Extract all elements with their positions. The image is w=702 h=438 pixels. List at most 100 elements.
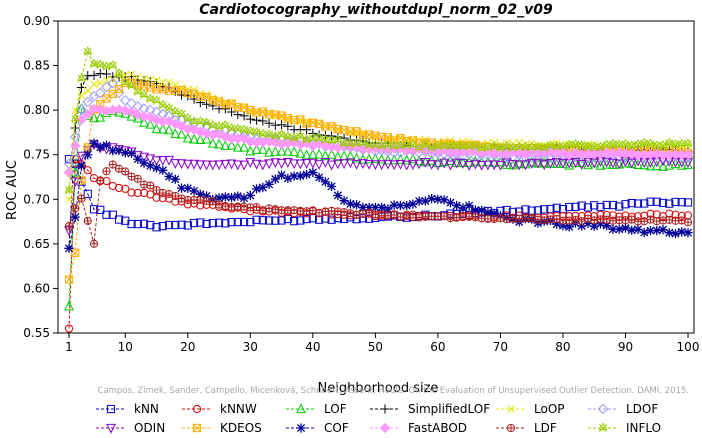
data-point-lof	[182, 132, 193, 143]
data-point-cof	[195, 189, 205, 199]
data-point-cof	[427, 194, 437, 204]
data-point-knnw	[139, 188, 149, 198]
data-point-ldof	[94, 87, 106, 99]
data-point-lof	[232, 141, 243, 152]
data-point-inflo	[327, 135, 337, 145]
legend-item-ldof: LDOF	[588, 402, 658, 416]
data-point-cof	[377, 202, 387, 213]
legend-item-knn: kNN	[96, 402, 159, 416]
data-point-inflo	[345, 138, 355, 148]
data-point-lof	[314, 148, 325, 159]
data-point-knnw	[114, 183, 124, 193]
data-point-loop	[108, 75, 117, 84]
data-point-knn	[233, 217, 242, 227]
legend-label: KDEOS	[220, 421, 262, 434]
data-point-odin	[270, 158, 281, 169]
data-point-cof	[114, 145, 124, 155]
legend-item-loop: LoOP	[496, 402, 565, 416]
data-point-inflo	[127, 80, 136, 90]
data-point-cof	[577, 221, 587, 231]
data-point-cof	[64, 243, 74, 253]
data-point-knn	[296, 216, 305, 225]
x-tick-label: 30	[243, 340, 258, 354]
data-point-cof	[683, 228, 693, 238]
data-point-cof	[483, 207, 493, 218]
data-point-inflo	[627, 140, 637, 150]
data-point-odin	[364, 159, 375, 170]
series-fastabod	[63, 103, 694, 178]
data-point-inflo	[420, 139, 430, 150]
data-point-loop	[165, 78, 173, 87]
data-point-inflo	[283, 131, 293, 141]
data-point-loop	[140, 74, 148, 83]
data-point-inflo	[427, 142, 437, 152]
data-point-odin	[189, 159, 199, 170]
data-point-knn	[677, 198, 686, 207]
data-point-knnw	[127, 188, 136, 197]
data-point-inflo	[552, 141, 562, 151]
data-point-inflo	[539, 142, 549, 152]
data-point-cof	[652, 225, 662, 236]
data-point-simplifiedlof	[95, 68, 105, 79]
data-point-inflo	[445, 140, 455, 150]
data-point-knn	[540, 205, 549, 214]
legend-item-ldf: LDF	[496, 421, 557, 435]
data-point-cof	[126, 148, 137, 158]
data-point-lof	[220, 140, 231, 150]
data-point-fastabod	[182, 123, 194, 135]
data-point-knn	[602, 200, 611, 210]
data-point-lof	[239, 141, 249, 152]
data-point-inflo	[264, 129, 274, 139]
data-point-knnw	[83, 166, 92, 175]
data-point-knn	[289, 217, 299, 226]
data-point-cof	[633, 224, 643, 234]
data-point-knn	[608, 200, 618, 210]
data-point-cof	[214, 193, 224, 203]
data-point-cof	[639, 227, 649, 238]
x-tick-label: 1	[65, 340, 73, 354]
data-point-odin	[608, 158, 618, 169]
data-point-knn	[183, 221, 192, 230]
data-point-ldof	[126, 98, 137, 109]
data-point-ldf	[89, 239, 99, 248]
data-point-inflo	[302, 134, 312, 144]
data-point-odin	[182, 159, 193, 170]
data-point-inflo	[495, 142, 505, 153]
data-point-cof	[445, 197, 456, 208]
data-point-cof	[564, 222, 574, 232]
data-point-lof	[151, 123, 162, 134]
data-point-kdeos	[71, 248, 80, 257]
x-tick-label: 60	[430, 340, 445, 354]
data-point-inflo	[170, 106, 180, 116]
data-point-odin	[76, 151, 87, 162]
data-point-knn	[565, 202, 574, 212]
legend-marker-odin	[106, 423, 116, 434]
data-point-ldf	[83, 216, 92, 225]
x-tick-label: 40	[305, 340, 320, 354]
data-point-inflo	[514, 141, 524, 152]
data-point-cof	[327, 181, 337, 191]
data-point-inflo	[189, 116, 199, 126]
series-ldf	[64, 160, 693, 248]
data-point-cof	[408, 199, 418, 209]
data-point-simplifiedlof	[264, 118, 274, 128]
x-tick-label: 90	[618, 340, 633, 354]
data-point-loop	[152, 76, 161, 85]
data-point-cof	[264, 179, 274, 189]
data-point-fastabod	[144, 111, 156, 123]
data-point-knn	[202, 219, 211, 229]
data-point-cof	[158, 165, 168, 175]
legend-marker-knn	[106, 404, 116, 414]
data-point-cof	[477, 205, 487, 215]
data-point-cof	[645, 226, 656, 236]
data-point-inflo	[489, 140, 499, 151]
data-point-inflo	[164, 102, 174, 113]
data-point-lof	[164, 124, 174, 135]
x-tick-label: 10	[118, 340, 133, 354]
data-point-odin	[214, 160, 224, 171]
y-axis-label: ROC AUC	[5, 160, 20, 220]
data-point-odin	[320, 157, 331, 168]
data-point-inflo	[145, 93, 155, 104]
data-point-odin	[545, 158, 556, 169]
legend-item-odin: ODIN	[96, 421, 165, 435]
